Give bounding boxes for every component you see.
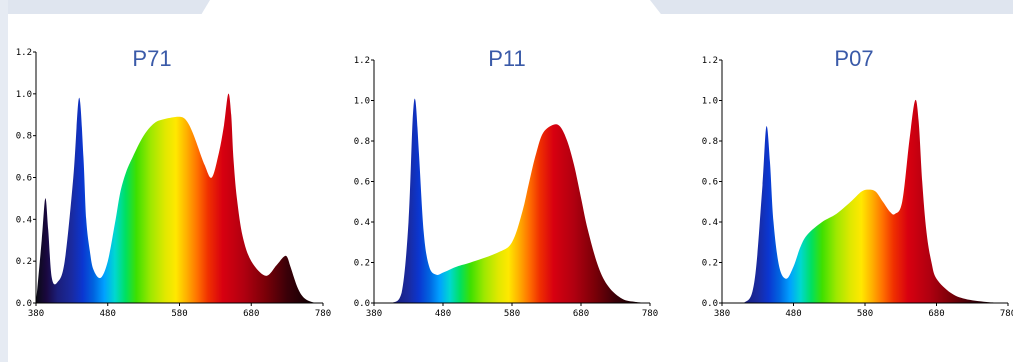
y-tick-label: 0.0 <box>16 299 32 309</box>
y-tick-label: 0.8 <box>702 137 718 147</box>
x-tick-label: 480 <box>100 309 116 319</box>
header-banner-left <box>0 0 210 14</box>
chart-p71: P71 0.0 0.2 0.4 0.6 0.8 1.0 1.2 380 480 580 680 780 <box>16 46 331 319</box>
x-tick-label: 480 <box>435 309 451 319</box>
spectrum-area <box>374 98 650 304</box>
x-tick-label: 780 <box>642 309 658 319</box>
y-tick-label: 0.2 <box>702 259 718 269</box>
x-tick-label: 680 <box>243 309 259 319</box>
x-tick-label: 380 <box>714 309 730 319</box>
y-tick-label: 1.0 <box>354 97 370 107</box>
chart-p11: P11 0.0 0.2 0.4 0.6 0.8 1.0 1.2 380 480 580 680 780 <box>354 46 658 319</box>
x-tick-label: 580 <box>504 309 520 319</box>
x-tick-label: 380 <box>366 309 382 319</box>
spectrum-area <box>36 93 323 303</box>
y-tick-label: 0.0 <box>354 299 370 309</box>
x-tick-label: 780 <box>315 309 331 319</box>
y-tick-label: 0.2 <box>354 259 370 269</box>
x-tick-label: 380 <box>28 309 44 319</box>
x-tick-label: 680 <box>573 309 589 319</box>
left-edge-strip <box>0 0 8 362</box>
y-tick-label: 1.2 <box>354 56 370 66</box>
y-tick-label: 0.4 <box>354 218 370 228</box>
y-tick-label: 1.0 <box>16 90 32 100</box>
y-tick-label: 1.2 <box>702 56 718 66</box>
y-tick-label: 0.8 <box>354 137 370 147</box>
y-tick-label: 0.6 <box>16 174 32 184</box>
y-tick-label: 0.6 <box>354 178 370 188</box>
chart-title: P07 <box>834 46 873 71</box>
chart-p07: P07 0.0 0.2 0.4 0.6 0.8 1.0 1.2 380 480 580 680 780 <box>702 46 1013 319</box>
y-tick-label: 0.0 <box>702 299 718 309</box>
x-tick-label: 780 <box>1000 309 1013 319</box>
y-tick-label: 0.8 <box>16 132 32 142</box>
x-tick-label: 480 <box>785 309 801 319</box>
header-banner-right <box>650 0 1013 14</box>
chart-title: P11 <box>488 46 526 71</box>
chart-title: P71 <box>132 46 171 71</box>
x-tick-label: 580 <box>857 309 873 319</box>
y-tick-label: 0.6 <box>702 178 718 188</box>
y-tick-label: 0.4 <box>702 218 718 228</box>
spectrum-area <box>722 99 1008 303</box>
y-tick-label: 0.4 <box>16 215 32 225</box>
y-tick-label: 0.2 <box>16 257 32 267</box>
y-tick-label: 1.0 <box>702 97 718 107</box>
y-tick-label: 1.2 <box>16 48 32 58</box>
x-tick-label: 580 <box>171 309 187 319</box>
x-tick-label: 680 <box>928 309 944 319</box>
